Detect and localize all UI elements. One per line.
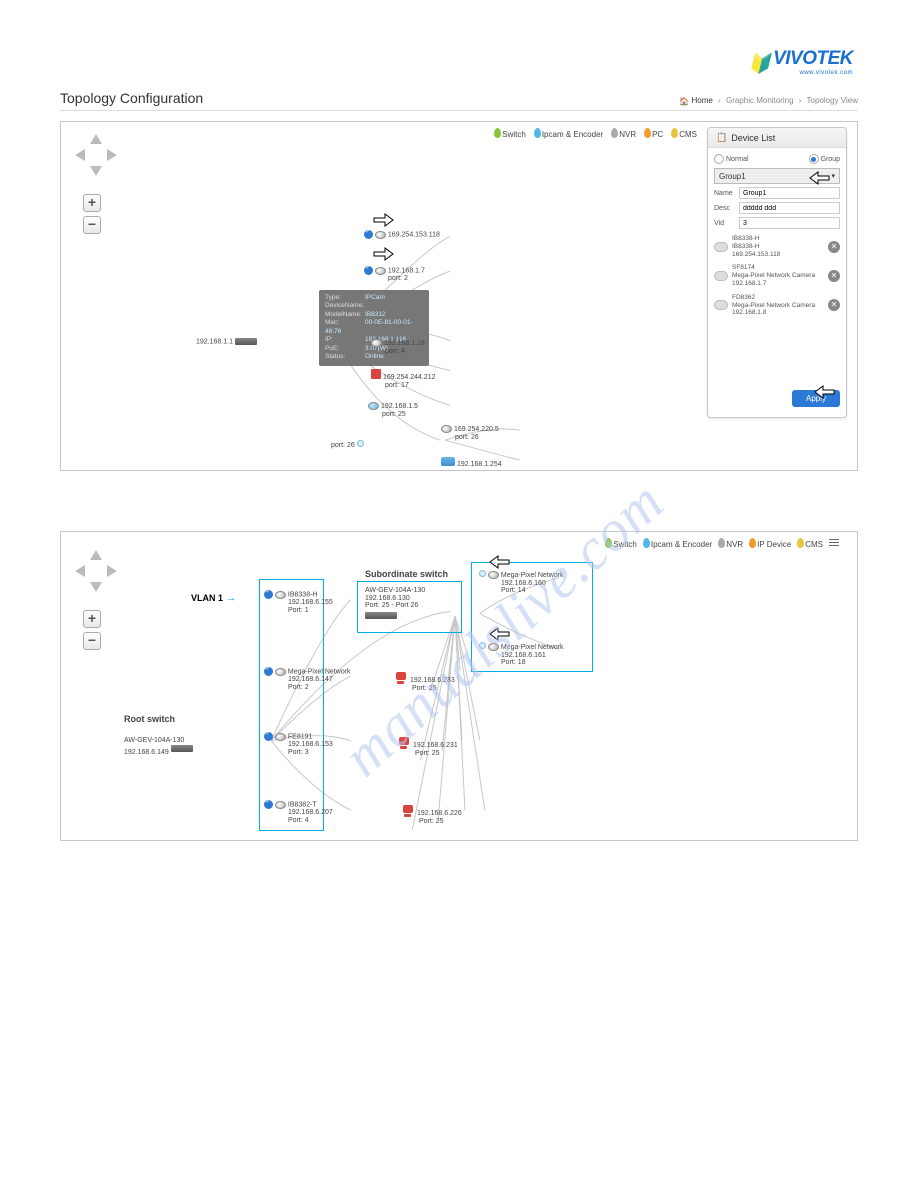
topology-node[interactable]: 192.168.1.254: [441, 457, 502, 469]
name-label: Name: [714, 190, 736, 197]
camera-icon: [714, 242, 728, 252]
topology-node[interactable]: port: 26: [331, 440, 364, 450]
cms-pin-icon: [671, 128, 678, 138]
device-item: FD8362 Mega-Pixel Network Camera 192.168…: [714, 291, 840, 320]
topology-node[interactable]: 192.168.1.5 port: 25: [368, 402, 418, 418]
ipcam-pin-icon: [534, 128, 541, 138]
device-list-header: 📋 Device List: [708, 128, 846, 148]
nav-up-button[interactable]: [90, 134, 102, 144]
home-icon: 🏠: [679, 97, 689, 106]
nav-left-button[interactable]: [75, 149, 85, 161]
pointing-hand-icon: [486, 624, 512, 644]
ipdevice-pin-icon: [749, 538, 756, 548]
nav-up-button[interactable]: [90, 550, 102, 560]
topology-panel-2: Switch Ipcam & Encoder NVR IP Device CMS…: [60, 531, 858, 841]
device-list-icon: 📋: [716, 132, 727, 143]
legend: Switch Ipcam & Encoder NVR IP Device CMS: [605, 538, 839, 549]
topology-node[interactable]: 169.254.220.5 port: 26: [441, 425, 499, 441]
topology-node[interactable]: IB8338-H 192.168.6.155 Port: 1: [264, 590, 333, 614]
vid-label: Vid: [714, 220, 736, 227]
sub-switch-node[interactable]: AW-GEV-104A-130 192.168.6.130 Port: 25 -…: [365, 587, 425, 620]
remove-device-button[interactable]: ✕: [828, 299, 840, 311]
switch-pin-icon: [605, 538, 612, 548]
remove-device-button[interactable]: ✕: [828, 241, 840, 253]
zoom-out-button[interactable]: −: [83, 632, 101, 650]
topology-node[interactable]: 192.168.1.18 port: 4: [371, 339, 425, 355]
topology-node[interactable]: 169.254.244.212 port: 17: [371, 369, 436, 389]
offline-node[interactable]: 192.168.6.233 Port: 25: [396, 672, 455, 692]
nav-pad: [75, 550, 117, 592]
device-item: SF8174 Mega-Pixel Network Camera 192.168…: [714, 261, 840, 290]
zoom-out-button[interactable]: −: [83, 216, 101, 234]
desc-field[interactable]: [739, 202, 840, 214]
zoom-in-button[interactable]: +: [83, 194, 101, 212]
root-switch-node[interactable]: AW-GEV-104A-130 192.168.6.149: [124, 737, 193, 756]
vlan-group-box: [259, 579, 324, 831]
topology-node[interactable]: 192.168.1.7 port: 2: [364, 266, 425, 283]
remove-device-button[interactable]: ✕: [828, 270, 840, 282]
page-title: Topology Configuration: [60, 90, 203, 106]
breadcrumb: 🏠 Home › Graphic Monitoring › Topology V…: [679, 96, 858, 106]
vid-field[interactable]: [739, 217, 840, 229]
nav-pad: [75, 134, 117, 176]
topology-node[interactable]: 169.254.153.118: [364, 230, 440, 239]
brand-logo: 🔰 VIVOTEK www.vivotek.com: [748, 48, 853, 76]
name-field[interactable]: [739, 187, 840, 199]
zoom-in-button[interactable]: +: [83, 610, 101, 628]
root-switch-title: Root switch: [124, 715, 175, 725]
topology-node[interactable]: Mega-Pixel Network 192.168.6.161 Port: 1…: [479, 642, 564, 667]
pointing-hand-icon: [806, 168, 832, 188]
nav-left-button[interactable]: [75, 565, 85, 577]
topology-node[interactable]: IB8382-T 192.168.6.207 Port: 4: [264, 800, 333, 824]
camera-icon: [714, 271, 728, 281]
nvr-pin-icon: [718, 538, 725, 548]
pointing-hand-icon: [811, 382, 837, 402]
pointing-hand-icon: [371, 210, 397, 230]
camera-icon: [714, 300, 728, 310]
topology-node[interactable]: FE8191 192.168.6.153 Port: 3: [264, 732, 333, 756]
pointing-hand-icon: [371, 244, 397, 264]
vlan-label: VLAN 1 →: [191, 592, 237, 604]
nav-down-button[interactable]: [90, 166, 102, 176]
offline-node[interactable]: 192.168.6.226 Port: 25: [403, 805, 462, 825]
root-switch-node: 192.168.1.1: [196, 338, 257, 346]
device-item: IB8338-H IB8338-H 169.254.153.118 ✕: [714, 232, 840, 261]
pc-pin-icon: [644, 128, 651, 138]
mode-group-radio[interactable]: [809, 154, 819, 164]
mode-normal-radio[interactable]: [714, 154, 724, 164]
topology-lines: [61, 532, 857, 840]
nav-right-button[interactable]: [107, 149, 117, 161]
ipcam-pin-icon: [643, 538, 650, 548]
desc-label: Desc: [714, 205, 736, 212]
list-view-icon[interactable]: [829, 539, 839, 548]
legend: Switch Ipcam & Encoder NVR PC CMS: [494, 128, 697, 139]
cms-pin-icon: [797, 538, 804, 548]
switch-pin-icon: [494, 128, 501, 138]
pointing-hand-icon: [486, 552, 512, 572]
topology-node[interactable]: Mega-Pixel Network 192.168.6.147 Port: 2: [264, 667, 351, 691]
topology-node[interactable]: Mega-Pixel Network 192.168.6.160 Port: 1…: [479, 570, 564, 595]
nav-down-button[interactable]: [90, 582, 102, 592]
topology-panel-1: Switch Ipcam & Encoder NVR PC CMS + − 📋 …: [60, 121, 858, 471]
offline-node[interactable]: 192.168.6.231 Port: 25: [399, 737, 458, 757]
sub-switch-title: Subordinate switch: [365, 570, 448, 580]
nvr-pin-icon: [611, 128, 618, 138]
nav-right-button[interactable]: [107, 565, 117, 577]
